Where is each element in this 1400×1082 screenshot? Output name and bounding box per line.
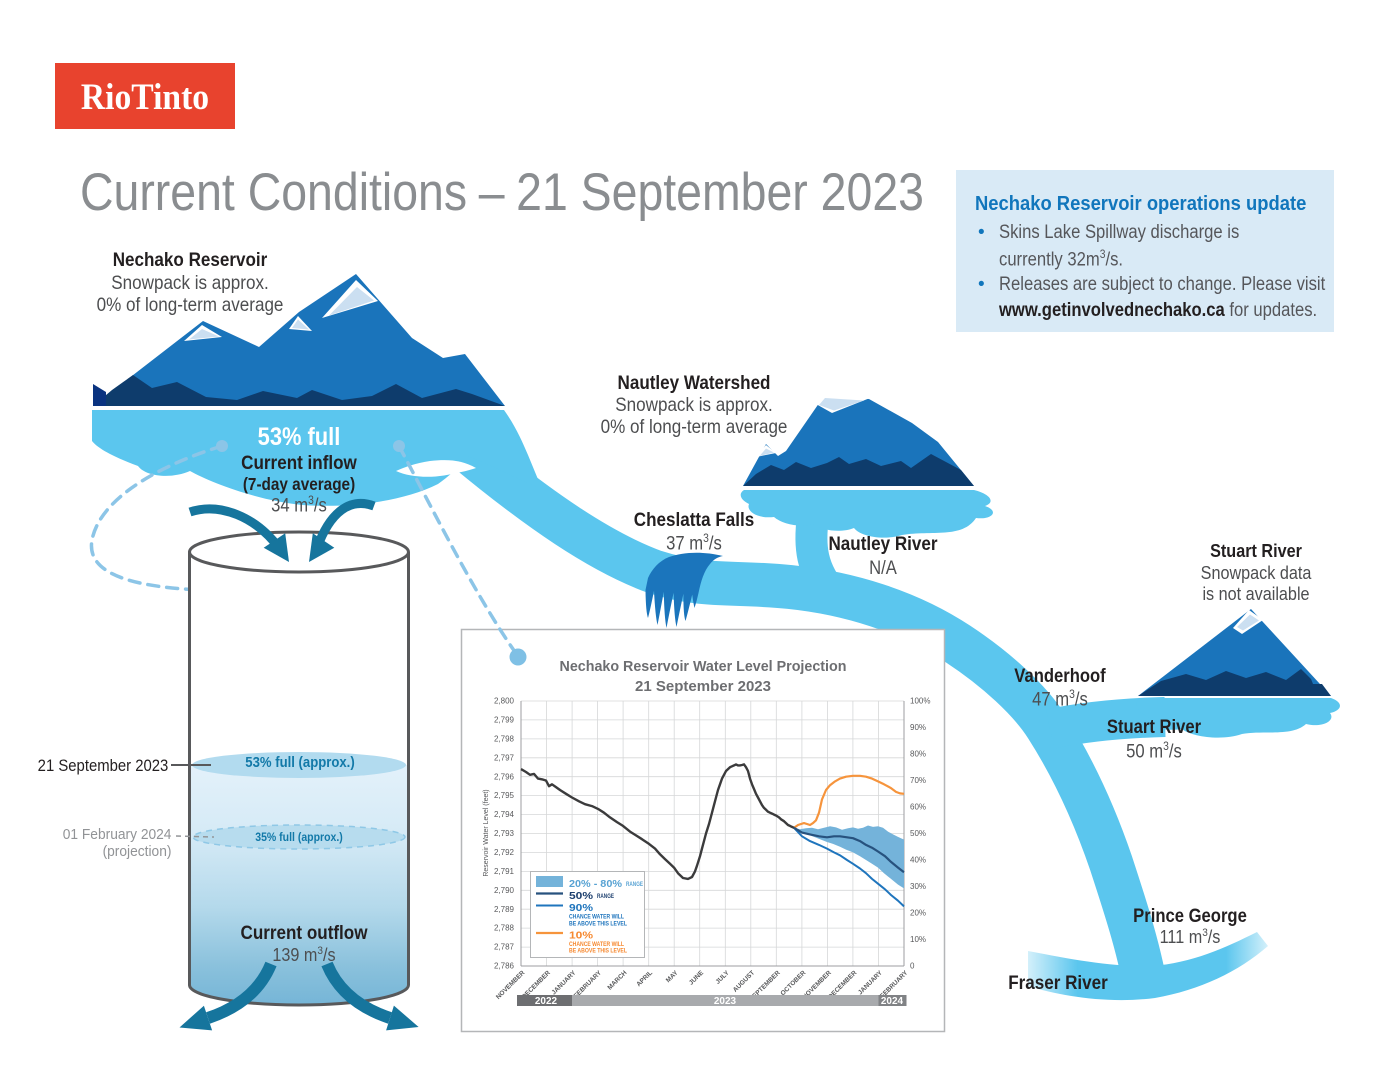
svg-text:CHANCE WATER WILL: CHANCE WATER WILL bbox=[569, 914, 624, 921]
svg-text:2,796: 2,796 bbox=[494, 772, 515, 781]
svg-text:2,795: 2,795 bbox=[494, 791, 515, 800]
svg-text:2,789: 2,789 bbox=[494, 905, 515, 914]
svg-text:21 September 2023: 21 September 2023 bbox=[635, 678, 771, 695]
svg-text:2,792: 2,792 bbox=[494, 848, 515, 857]
svg-text:2022: 2022 bbox=[535, 996, 558, 1007]
svg-text:BE ABOVE THIS LEVEL: BE ABOVE THIS LEVEL bbox=[569, 948, 627, 955]
svg-text:2,786: 2,786 bbox=[494, 962, 515, 971]
svg-text:2,797: 2,797 bbox=[494, 753, 515, 762]
svg-text:10%: 10% bbox=[569, 931, 593, 942]
svg-text:100%: 100% bbox=[910, 697, 930, 706]
svg-text:2,793: 2,793 bbox=[494, 829, 515, 838]
svg-text:RANGE: RANGE bbox=[626, 881, 643, 888]
svg-text:RANGE: RANGE bbox=[597, 893, 614, 900]
svg-text:40%: 40% bbox=[910, 856, 926, 865]
svg-text:0: 0 bbox=[910, 962, 915, 971]
svg-text:2,794: 2,794 bbox=[494, 810, 515, 819]
svg-text:10%: 10% bbox=[910, 935, 926, 944]
svg-text:30%: 30% bbox=[910, 882, 926, 891]
svg-text:2,791: 2,791 bbox=[494, 867, 515, 876]
svg-text:2,798: 2,798 bbox=[494, 735, 515, 744]
svg-text:Nechako Reservoir Water Level: Nechako Reservoir Water Level Projection bbox=[560, 658, 847, 675]
svg-text:Reservoir Water Level (feet): Reservoir Water Level (feet) bbox=[483, 789, 490, 876]
svg-text:BE ABOVE THIS LEVEL: BE ABOVE THIS LEVEL bbox=[569, 921, 627, 928]
svg-text:2,790: 2,790 bbox=[494, 886, 515, 895]
svg-text:50%: 50% bbox=[569, 891, 593, 902]
svg-text:60%: 60% bbox=[910, 803, 926, 812]
svg-text:90%: 90% bbox=[910, 723, 926, 732]
svg-text:70%: 70% bbox=[910, 776, 926, 785]
svg-text:CHANCE WATER WILL: CHANCE WATER WILL bbox=[569, 941, 624, 948]
svg-text:2024: 2024 bbox=[881, 996, 904, 1007]
svg-text:50%: 50% bbox=[910, 829, 926, 838]
svg-text:2,787: 2,787 bbox=[494, 943, 515, 952]
svg-text:20%: 20% bbox=[910, 909, 926, 918]
svg-text:2,800: 2,800 bbox=[494, 697, 515, 706]
svg-text:90%: 90% bbox=[569, 903, 593, 914]
svg-text:2023: 2023 bbox=[714, 996, 737, 1007]
svg-text:2,799: 2,799 bbox=[494, 716, 515, 725]
svg-text:2,788: 2,788 bbox=[494, 924, 515, 933]
svg-text:80%: 80% bbox=[910, 750, 926, 759]
svg-text:20% - 80%: 20% - 80% bbox=[569, 879, 622, 890]
